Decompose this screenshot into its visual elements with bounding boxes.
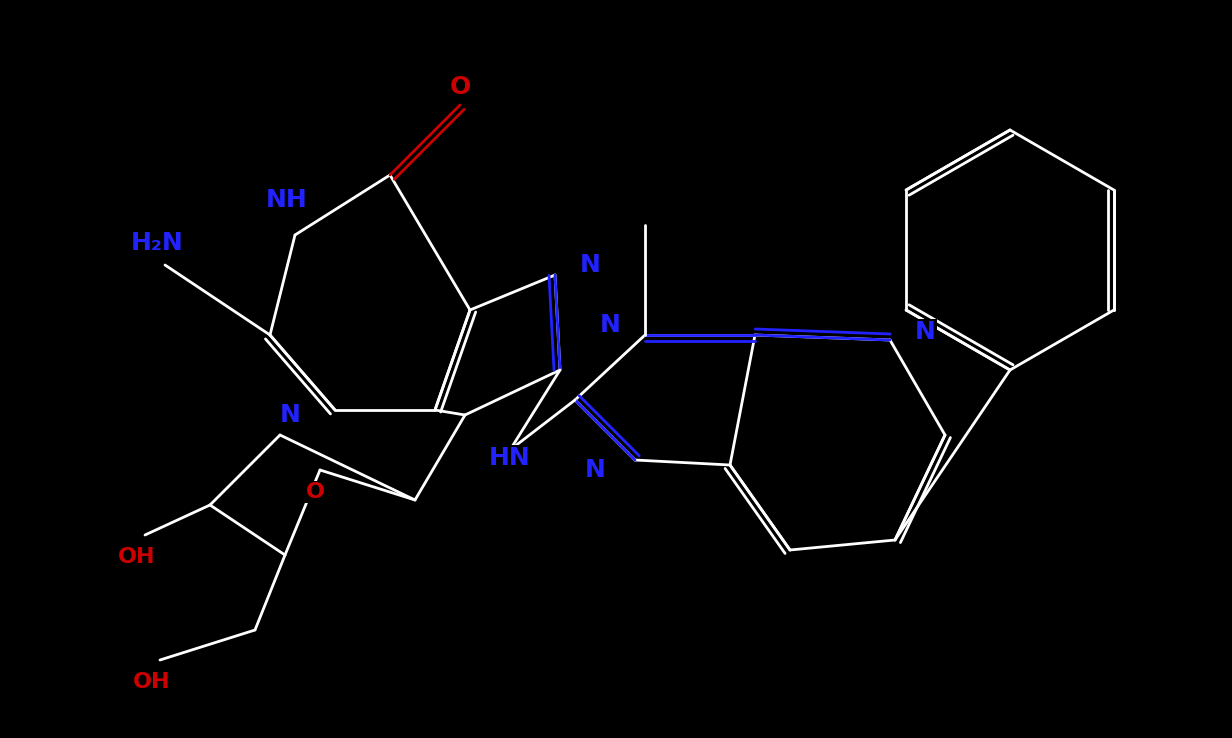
Text: O: O	[306, 482, 324, 502]
Text: OH: OH	[133, 672, 171, 692]
Text: N: N	[600, 313, 621, 337]
Text: N: N	[914, 320, 935, 344]
Text: N: N	[584, 458, 605, 482]
Text: HN: HN	[489, 446, 531, 470]
Text: N: N	[579, 253, 600, 277]
Text: OH: OH	[118, 547, 155, 567]
Text: NH: NH	[266, 188, 308, 212]
Text: N: N	[280, 403, 301, 427]
Text: O: O	[450, 75, 471, 99]
Text: H₂N: H₂N	[131, 231, 184, 255]
